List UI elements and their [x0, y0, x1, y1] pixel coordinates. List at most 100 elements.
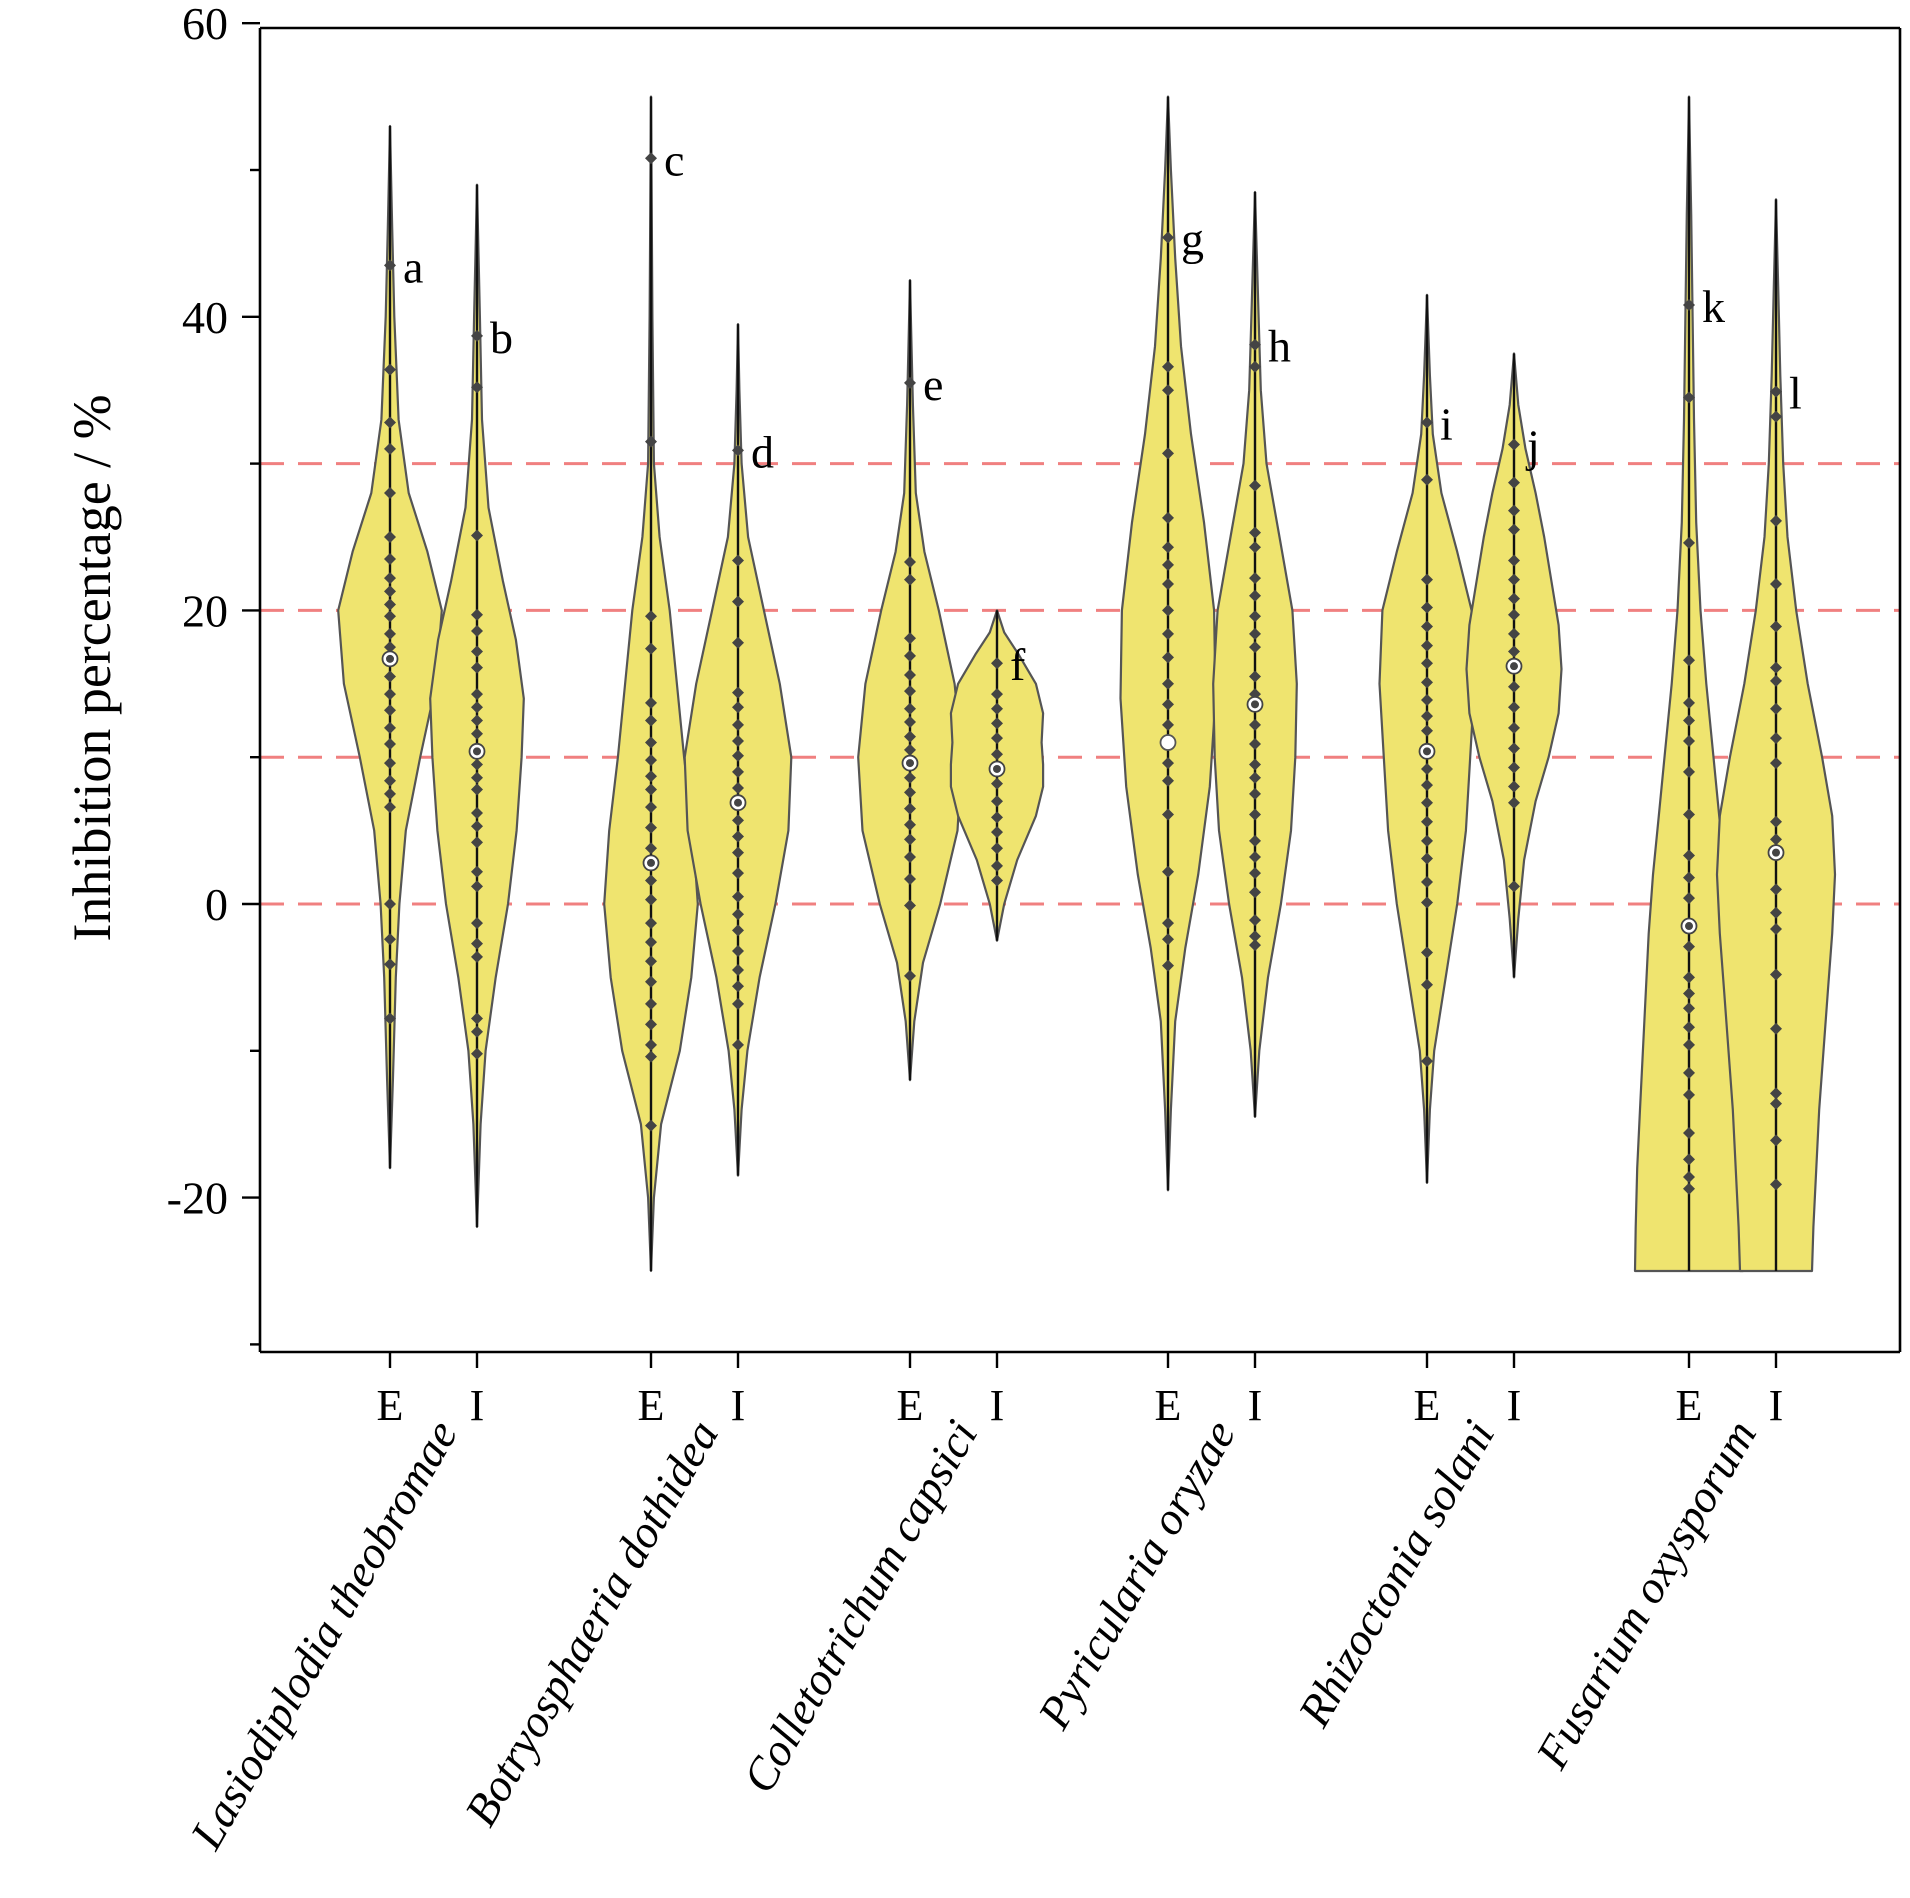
data-point: [471, 880, 483, 893]
data-point: [1508, 573, 1520, 586]
data-point: [645, 1119, 657, 1132]
data-point: [732, 830, 744, 843]
data-point: [384, 774, 396, 787]
data-point: [471, 1012, 483, 1025]
data-point: [1421, 416, 1433, 429]
data-point: [1421, 852, 1433, 865]
data-point: [471, 865, 483, 878]
data-point: [904, 715, 916, 728]
data-point: [1683, 536, 1695, 549]
data-point: [991, 657, 1003, 670]
data-point: [1249, 641, 1261, 654]
data-point: [732, 735, 744, 748]
data-point: [1162, 774, 1174, 787]
data-point: [1508, 780, 1520, 793]
data-point: [1683, 849, 1695, 862]
data-point: [471, 783, 483, 796]
data-point: [1508, 504, 1520, 517]
median-marker-dot: [647, 858, 655, 867]
data-point: [1770, 1022, 1782, 1035]
data-point: [991, 826, 1003, 839]
data-point: [732, 701, 744, 714]
data-point: [1249, 360, 1261, 373]
data-point: [1683, 1002, 1695, 1015]
data-point: [384, 958, 396, 971]
data-point: [991, 777, 1003, 790]
significance-letter: f: [1010, 639, 1026, 690]
data-point: [1421, 693, 1433, 706]
category-label: I: [1507, 1381, 1522, 1430]
data-point: [1770, 674, 1782, 687]
data-point: [645, 1050, 657, 1063]
data-point: [904, 786, 916, 799]
annotation-layer: a b c d e f g h i j k l: [403, 134, 1802, 690]
significance-letter: j: [1525, 421, 1540, 472]
data-point: [1249, 808, 1261, 821]
data-point: [645, 893, 657, 906]
data-point: [1162, 384, 1174, 397]
data-point: [1249, 627, 1261, 640]
data-point: [1770, 410, 1782, 423]
data-point: [1421, 657, 1433, 670]
data-point: [1508, 554, 1520, 567]
data-point: [645, 783, 657, 796]
data-point: [645, 975, 657, 988]
data-point: [1162, 865, 1174, 878]
data-point: [1683, 971, 1695, 984]
data-point: [645, 435, 657, 448]
data-point: [1249, 610, 1261, 623]
group-label: Pyricularia oryzae: [1027, 1412, 1245, 1738]
data-point: [645, 997, 657, 1010]
data-point: [991, 811, 1003, 824]
data-point: [1162, 698, 1174, 711]
data-point: [1249, 526, 1261, 539]
data-point: [1162, 447, 1174, 460]
data-point: [1683, 299, 1695, 312]
data-point: [384, 688, 396, 701]
data-point: [471, 645, 483, 658]
data-point: [471, 820, 483, 833]
data-point: [1683, 1038, 1695, 1051]
data-point: [1683, 1088, 1695, 1101]
data-point: [904, 771, 916, 784]
category-label: E: [897, 1381, 924, 1430]
data-point: [1508, 680, 1520, 693]
data-point: [1770, 620, 1782, 633]
data-point: [1162, 511, 1174, 524]
data-point: [1249, 834, 1261, 847]
median-marker: [1159, 734, 1177, 751]
median-marker-dot: [993, 764, 1001, 773]
data-point: [471, 771, 483, 784]
data-point: [645, 696, 657, 709]
category-label: I: [990, 1381, 1005, 1430]
data-point: [1249, 939, 1261, 952]
data-point: [1683, 696, 1695, 709]
y-axis-title: Inhibition percentage / %: [62, 394, 122, 941]
data-point: [1508, 645, 1520, 658]
data-point: [384, 933, 396, 946]
median-marker-dot: [473, 747, 481, 756]
data-point: [1249, 479, 1261, 492]
data-point: [732, 554, 744, 567]
data-point: [1249, 930, 1261, 943]
data-point: [732, 686, 744, 699]
data-point: [1421, 573, 1433, 586]
data-point: [1421, 724, 1433, 737]
median-marker-dot: [1510, 662, 1518, 671]
data-point: [1162, 917, 1174, 930]
data-point: [645, 152, 657, 165]
data-point: [1770, 757, 1782, 770]
data-point: [1421, 473, 1433, 486]
data-point: [384, 585, 396, 598]
data-point: [384, 610, 396, 623]
data-point: [1508, 761, 1520, 774]
data-point: [471, 917, 483, 930]
significance-letter: k: [1702, 281, 1725, 332]
data-point: [1770, 833, 1782, 846]
data-point: [1683, 391, 1695, 404]
data-point: [645, 917, 657, 930]
data-point: [991, 874, 1003, 887]
data-point: [991, 688, 1003, 701]
data-point: [732, 782, 744, 795]
category-label: I: [470, 1381, 485, 1430]
